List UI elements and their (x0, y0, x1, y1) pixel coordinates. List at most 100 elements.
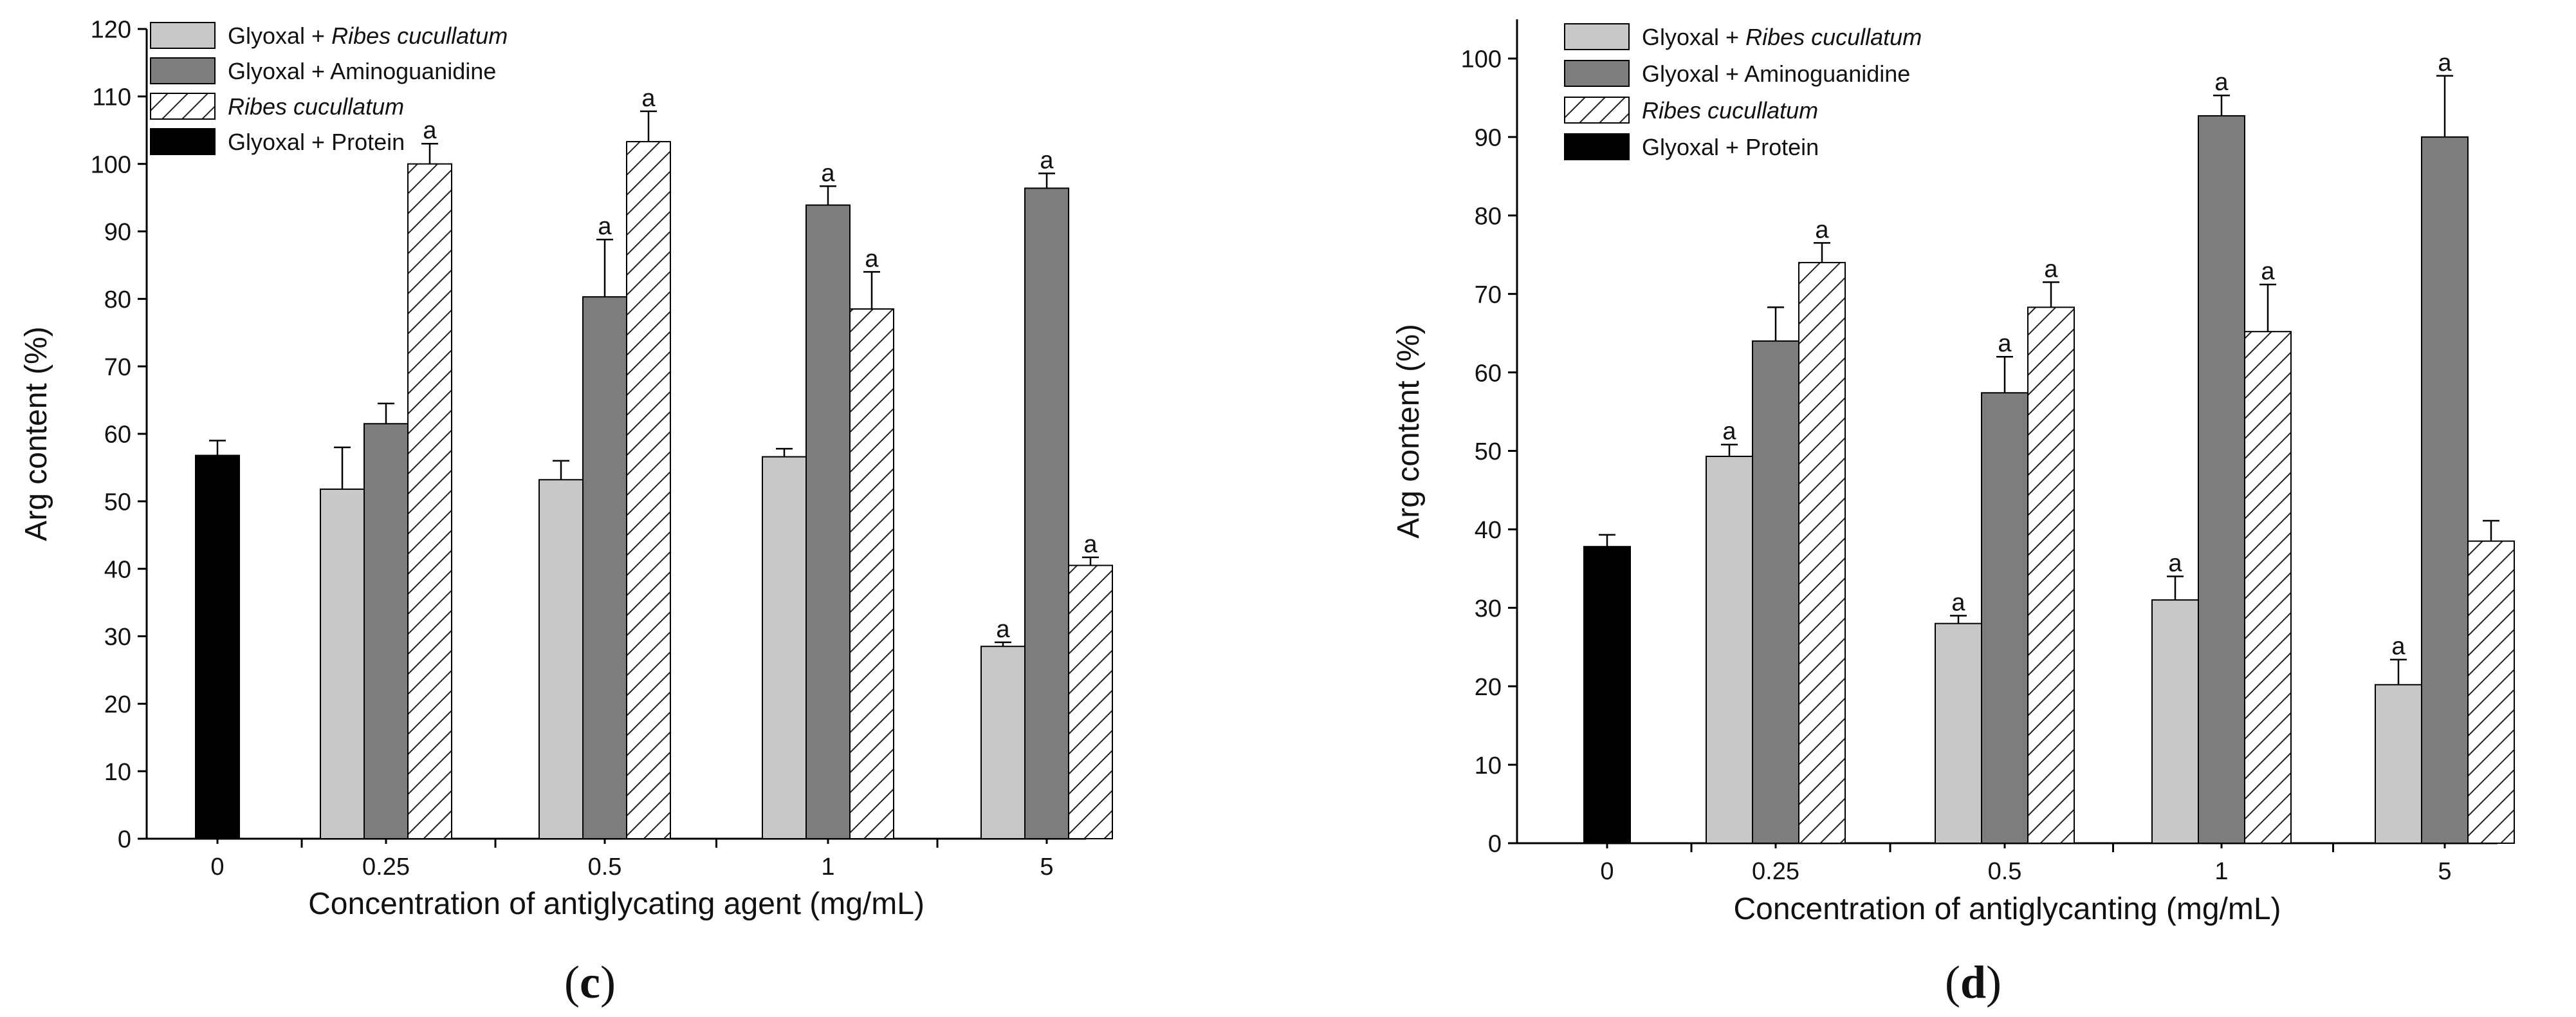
significance-label: a (2261, 258, 2275, 285)
bar-ag (1981, 392, 2029, 844)
significance-label: a (2214, 69, 2229, 96)
y-tick-label: 120 (91, 17, 131, 44)
chart-panel-c: 0 10 20 30 40 50 60 70 80 90 100 110 120 0 0.25 0.5 1 5 Co… (19, 17, 1113, 1008)
legend-swatch-control (1564, 133, 1630, 160)
chart-panel-d: 0 10 20 30 40 50 60 70 80 90 100 0 0.25 0.5 1 5 Concentr… (1392, 19, 2515, 1008)
x-tick-label: 5 (1040, 854, 1053, 881)
y-tick-label: 90 (104, 219, 131, 246)
legend-swatch-rc (1564, 23, 1630, 50)
bar-ag (363, 423, 409, 839)
significance-label: a (1815, 216, 1829, 243)
x-tick-label: 0.25 (362, 854, 410, 881)
legend-label-ag: Glyoxal + Aminoguanidine (228, 58, 496, 84)
legend-swatch-ag (150, 57, 216, 84)
significance-label: a (2438, 50, 2452, 77)
bar-r (1798, 261, 1846, 844)
y-tick-label: 10 (1475, 752, 1502, 779)
legend-label-plain: Glyoxal + (228, 23, 331, 49)
bar-r (2467, 540, 2515, 844)
panel-label-close: ) (600, 956, 616, 1008)
significance-label: a (2168, 550, 2182, 577)
legend-label-plain: Glyoxal + Aminoguanidine (1642, 61, 1910, 87)
y-tick-label: 80 (104, 286, 131, 313)
x-tick-label: 0.5 (1988, 858, 2022, 885)
x-tick-label: 0.5 (588, 854, 622, 881)
panel-label-letter: c (580, 956, 600, 1008)
legend-label-rc: Glyoxal + Ribes cucullatum (228, 23, 508, 49)
bar-rc (980, 646, 1026, 839)
y-tick-label: 70 (1475, 281, 1502, 308)
y-axis-title: Arg content (%) (1392, 324, 1426, 538)
x-tick-label: 0 (210, 854, 224, 881)
y-axis-title: Arg content (%) (19, 326, 53, 541)
x-tick-label: 1 (821, 854, 834, 881)
bar-ag (805, 204, 851, 839)
significance-label: a (1998, 330, 2012, 357)
y-tick-label: 70 (104, 354, 131, 381)
y-tick-label: 100 (1461, 46, 1502, 73)
bar-ag (1024, 187, 1069, 839)
panel-label: (d) (1945, 956, 2001, 1008)
legend-swatch-r (1564, 97, 1630, 124)
panel-label-open: ( (1945, 956, 1960, 1008)
bar-r (2244, 331, 2292, 844)
y-tick-label: 20 (1475, 674, 1502, 701)
y-tick-label: 30 (1475, 595, 1502, 622)
bar-rc (762, 456, 807, 839)
y-tick-label: 100 (91, 151, 131, 178)
bar-r (626, 141, 671, 840)
bar-rc (1935, 622, 1982, 844)
y-tick-label: 110 (92, 84, 131, 111)
legend-swatch-control (150, 128, 216, 155)
bar-rc (320, 488, 365, 839)
y-tick-label: 80 (1475, 203, 1502, 230)
significance-label: a (865, 245, 879, 272)
bar-r (407, 163, 452, 840)
y-tick-label: 50 (104, 489, 131, 516)
legend-label-italic: Ribes cucullatum (331, 23, 508, 49)
x-axis-title: Concentration of antiglycanting (mg/mL) (1733, 892, 2281, 926)
panel-label-open: ( (564, 956, 580, 1008)
x-tick-label: 5 (2438, 858, 2451, 885)
significance-label: a (1040, 147, 1054, 174)
legend-label-control: Glyoxal + Protein (1642, 134, 1819, 160)
significance-label: a (2044, 256, 2058, 283)
y-tick-label: 40 (1475, 517, 1502, 544)
bar-r (849, 308, 894, 839)
panel-label-letter: d (1960, 956, 1986, 1008)
bar-rc (1706, 456, 1753, 844)
x-tick-label: 1 (2214, 858, 2228, 885)
legend-swatch-r (150, 93, 216, 120)
y-tick-label: 0 (1488, 831, 1502, 858)
bar-r (1068, 564, 1113, 839)
significance-label: a (821, 160, 835, 187)
bar-rc (2375, 684, 2422, 844)
bar-ag (1752, 340, 1799, 844)
y-tick-label: 90 (1475, 125, 1502, 152)
panel-label-close: ) (1986, 956, 2001, 1008)
significance-label: a (423, 117, 437, 144)
bar-control (1583, 546, 1631, 844)
legend-label-plain: Glyoxal + (1642, 24, 1745, 50)
y-tick-label: 20 (104, 691, 131, 718)
significance-label: a (598, 213, 612, 240)
bar-control (195, 454, 240, 839)
legend-label-italic: Ribes cucullatum (228, 93, 404, 120)
significance-label: a (1951, 589, 1965, 616)
bar-rc (538, 479, 584, 839)
bar-r (2027, 306, 2075, 844)
legend-label-italic: Ribes cucullatum (1642, 97, 1818, 124)
x-tick-label: 0 (1600, 858, 1614, 885)
legend-swatch-ag (1564, 60, 1630, 87)
legend-swatch-rc (150, 22, 216, 49)
significance-label: a (2391, 633, 2406, 660)
bar-ag (2198, 115, 2245, 844)
significance-label: a (1722, 418, 1736, 445)
bar-ag (2421, 136, 2469, 844)
y-tick-label: 50 (1475, 438, 1502, 465)
y-tick-label: 30 (104, 624, 131, 651)
legend-label-control: Glyoxal + Protein (228, 129, 405, 155)
y-tick-label: 0 (118, 826, 131, 854)
y-tick-label: 40 (104, 556, 131, 583)
legend-label-italic: Ribes cucullatum (1745, 24, 1922, 50)
